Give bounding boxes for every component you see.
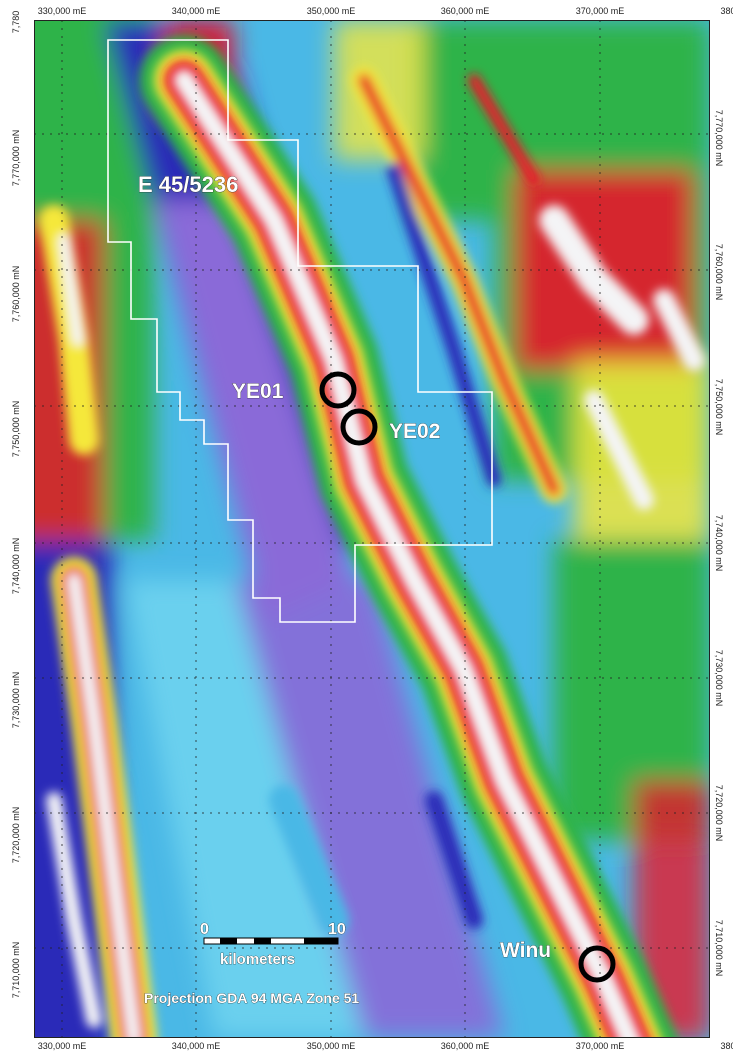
bottom-tick-330000: 330,000 mE	[37, 1041, 87, 1051]
right-tick-7710000: 7,710,000 mN	[714, 919, 724, 977]
secondary-anomalies	[39, 67, 705, 1038]
scale-bar-unit: kilometers	[220, 951, 295, 968]
bottom-tick-380000: 380	[720, 1041, 733, 1051]
prospect-label-ye02: YE02	[389, 420, 440, 443]
left-tick-7780000: 7,780	[11, 10, 21, 34]
prospect-marker-winu[interactable]	[578, 945, 616, 983]
right-tick-7740000: 7,740,000 mN	[714, 514, 724, 572]
left-tick-7710000: 7,710,000 mN	[11, 941, 21, 999]
left-tick-7730000: 7,730,000 mN	[11, 671, 21, 729]
right-tick-7760000: 7,760,000 mN	[714, 243, 724, 301]
bottom-tick-350000: 350,000 mE	[306, 1041, 356, 1051]
top-tick-370000: 370,000 mE	[575, 6, 625, 16]
scale-bar-end: 10	[328, 921, 346, 938]
prospect-label-winu: Winu	[500, 939, 551, 962]
left-tick-7720000: 7,720,000 mN	[11, 806, 21, 864]
right-tick-7730000: 7,730,000 mN	[714, 649, 724, 707]
top-tick-350000: 350,000 mE	[306, 6, 356, 16]
magnetic-anomaly-map[interactable]: E 45/5236 YE01 YE02 Winu 0 10 kilometers…	[34, 20, 710, 1038]
top-tick-380000: 380	[720, 6, 733, 16]
prospect-label-ye01: YE01	[232, 380, 284, 403]
left-tick-7750000: 7,750,000 mN	[11, 400, 21, 458]
projection-label: Projection GDA 94 MGA Zone 51	[144, 990, 359, 1006]
right-tick-7720000: 7,720,000 mN	[714, 784, 724, 842]
top-tick-330000: 330,000 mE	[37, 6, 87, 16]
prospect-marker-ye01[interactable]	[319, 371, 357, 409]
coordinate-grid	[34, 20, 710, 1038]
tenement-label: E 45/5236	[138, 172, 238, 197]
scale-bar: 0 10 kilometers	[200, 921, 346, 969]
bottom-tick-370000: 370,000 mE	[575, 1041, 625, 1051]
left-tick-7770000: 7,770,000 mN	[11, 129, 21, 187]
bottom-tick-340000: 340,000 mE	[171, 1041, 221, 1051]
left-tick-7740000: 7,740,000 mN	[11, 537, 21, 595]
tenement-boundary-e45-5236[interactable]	[107, 39, 493, 623]
top-tick-340000: 340,000 mE	[171, 6, 221, 16]
main-ridge-anomaly	[139, 35, 678, 1038]
right-tick-7750000: 7,750,000 mN	[714, 378, 724, 436]
bottom-tick-360000: 360,000 mE	[440, 1041, 490, 1051]
left-tick-7760000: 7,760,000 mN	[11, 265, 21, 323]
prospect-marker-ye02[interactable]	[340, 408, 378, 446]
top-tick-360000: 360,000 mE	[440, 6, 490, 16]
right-tick-7770000: 7,770,000 mN	[714, 109, 724, 167]
scale-bar-start: 0	[200, 921, 209, 938]
map-frame	[34, 20, 710, 1038]
